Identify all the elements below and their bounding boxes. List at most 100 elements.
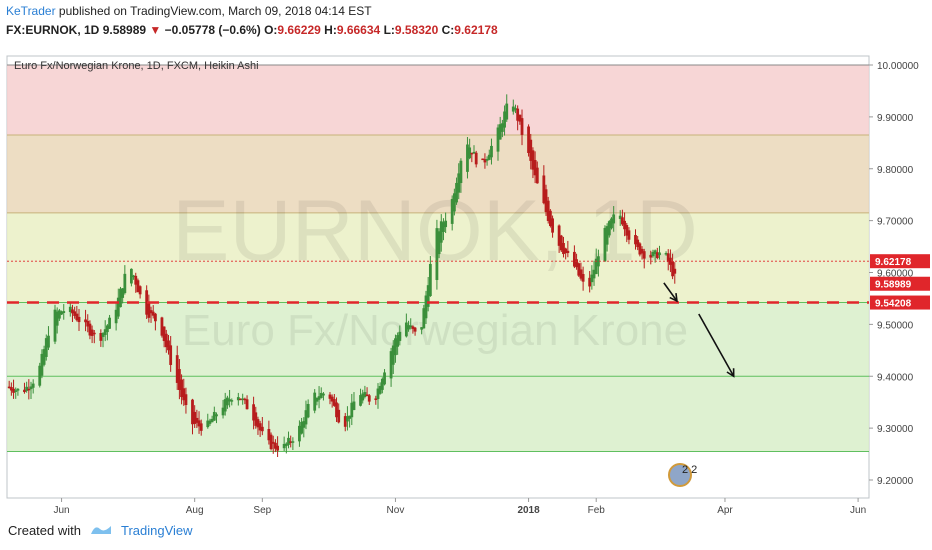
candle-body: [53, 309, 57, 342]
close-value: 9.62178: [454, 23, 498, 37]
candle-body: [328, 394, 332, 399]
candle-body: [343, 416, 347, 427]
y-tick-label: 9.40000: [877, 372, 914, 383]
price-chart[interactable]: EURNOK, 1D Euro Fx/Norwegian Krone Euro …: [0, 50, 932, 520]
low-value: 9.58320: [394, 23, 439, 37]
open-label: O:: [264, 23, 278, 37]
candle-body: [409, 325, 413, 328]
open-value: 9.66229: [277, 23, 321, 37]
symbol-info: FX:EURNOK, 1D 9.58989 ▼ −0.05778 (−0.6%)…: [6, 23, 498, 37]
candle-body: [164, 333, 168, 348]
candle-body: [57, 310, 61, 319]
candle-body: [90, 329, 94, 336]
candle-body: [518, 114, 522, 122]
candle-body: [256, 419, 260, 428]
candle-body: [99, 333, 103, 341]
zone-band: [7, 376, 869, 452]
candle-body: [520, 118, 524, 135]
candle-body: [544, 189, 548, 213]
candle-body: [564, 248, 568, 254]
alert-badge[interactable]: 2 2: [668, 463, 697, 487]
candle-body: [346, 416, 349, 422]
down-arrow-icon: ▼: [149, 23, 162, 37]
candle-body: [206, 420, 210, 428]
candle-body: [562, 242, 565, 255]
price-badges: 9.62178 9.58989 9.54208: [870, 254, 930, 310]
candle-body: [655, 252, 659, 259]
candle-body: [138, 286, 142, 295]
candle-body: [435, 228, 439, 280]
candle-body: [123, 273, 127, 294]
candle-body: [394, 338, 397, 356]
projection-arrow: [663, 282, 678, 302]
candle-body: [514, 108, 517, 110]
price-badge-label: 9.58989: [875, 280, 912, 291]
candle-body: [607, 221, 611, 236]
candle-body: [212, 411, 216, 421]
y-tick-label: 9.90000: [877, 113, 914, 124]
author-link[interactable]: KeTrader: [6, 4, 56, 18]
tradingview-brand[interactable]: TradingView: [120, 522, 193, 538]
candle-body: [215, 414, 218, 417]
candle-body: [559, 235, 563, 251]
candle-body: [653, 250, 657, 255]
candle-body: [612, 214, 616, 224]
candle-body: [350, 402, 354, 418]
candle-body: [596, 256, 600, 267]
candle-body: [105, 325, 109, 333]
candle-body: [337, 409, 341, 423]
candle-body: [533, 159, 537, 176]
candle-body: [276, 445, 280, 451]
y-tick-label: 9.20000: [877, 476, 914, 487]
x-tick-label: Aug: [186, 505, 204, 516]
candle-body: [627, 230, 631, 240]
candle-body: [535, 167, 539, 184]
candle-body: [566, 250, 570, 254]
candle-body: [546, 200, 550, 221]
candle-body: [673, 268, 677, 274]
high-label: H:: [324, 23, 337, 37]
candle-body: [274, 442, 277, 449]
candle-body: [426, 285, 430, 307]
candle-body: [129, 268, 133, 284]
candle-body: [590, 274, 594, 283]
candle-body: [470, 152, 474, 155]
candle-body: [437, 231, 441, 255]
candle-body: [62, 311, 66, 313]
candle-body: [669, 257, 672, 265]
candle-body: [651, 251, 655, 257]
candle-body: [658, 252, 661, 256]
candle-body: [455, 182, 458, 203]
candle-body: [424, 295, 428, 319]
y-tick-label: 9.50000: [877, 320, 914, 331]
watermark-ticker: EURNOK, 1D: [172, 183, 698, 279]
candle-body: [542, 175, 546, 204]
candle-body: [84, 319, 87, 323]
candle-body: [442, 222, 445, 232]
price-badge: [870, 254, 930, 269]
alert-icon: [668, 463, 692, 487]
arrow-head: [669, 292, 678, 303]
candle-body: [298, 425, 301, 442]
candle-body: [638, 243, 642, 255]
candle-body: [505, 103, 509, 120]
candle-body: [439, 221, 443, 243]
published-text: published on TradingView.com, March 09, …: [58, 4, 372, 18]
candle-body: [527, 126, 530, 153]
y-tick-label: 9.80000: [877, 165, 914, 176]
candle-body: [245, 399, 249, 410]
candle-body: [175, 355, 179, 383]
projection-arrow: [698, 313, 735, 377]
x-tick-label: Apr: [717, 505, 733, 516]
candle-body: [271, 441, 275, 444]
candle-body: [389, 351, 393, 379]
candle-body: [457, 173, 461, 193]
candle-body: [359, 395, 362, 406]
candle-body: [254, 412, 258, 426]
candle-body: [485, 158, 489, 161]
candle-body: [623, 220, 626, 230]
candle-body: [498, 124, 502, 140]
candle-body: [60, 311, 63, 315]
candle-body: [71, 309, 74, 314]
candle-body: [160, 317, 164, 336]
